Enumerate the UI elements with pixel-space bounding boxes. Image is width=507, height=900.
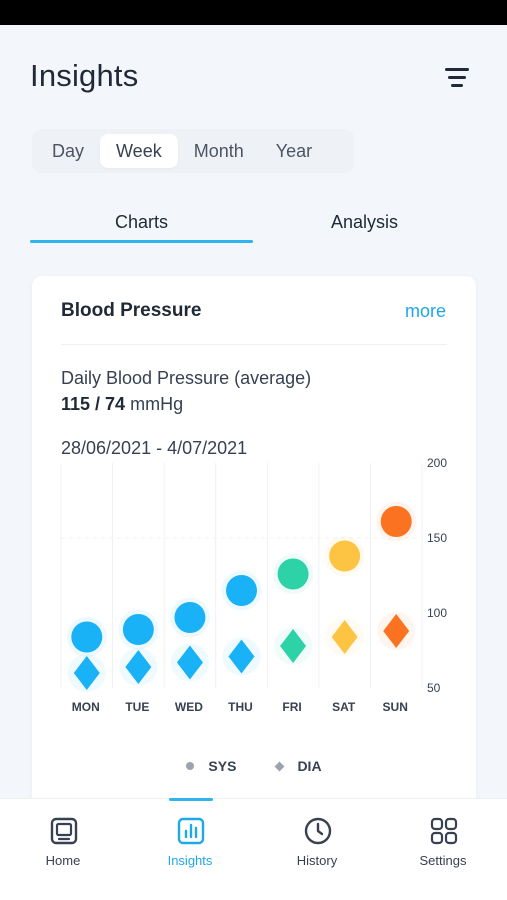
sys-point <box>226 575 257 606</box>
sys-point <box>329 540 361 572</box>
x-tick-label: WED <box>175 700 203 714</box>
legend-label-dia: DIA <box>297 758 322 774</box>
date-range: 28/06/2021 - 4/07/2021 <box>61 438 248 458</box>
period-day[interactable]: Day <box>52 141 85 161</box>
x-tick-label: THU <box>228 700 253 714</box>
filter-button[interactable] <box>440 64 474 92</box>
x-tick-label: FRI <box>282 700 301 714</box>
sys-point <box>277 558 309 590</box>
period-week[interactable]: Week <box>100 134 178 168</box>
dia-point <box>176 645 203 680</box>
blood-pressure-chart: 50 100 150 200 MON TUE WED THU FRI SAT SUN <box>60 456 447 714</box>
period-selector: Day Week Month Year <box>32 129 354 173</box>
nav-settings[interactable]: Settings <box>398 799 488 900</box>
dia-point <box>331 620 358 654</box>
sys-point <box>71 621 103 653</box>
period-year[interactable]: Year <box>275 141 313 161</box>
nav-label-insights: Insights <box>167 853 213 868</box>
view-tabs: Charts Analysis <box>30 212 477 246</box>
card-divider <box>61 344 447 345</box>
dia-point <box>228 639 255 674</box>
x-tick-label: TUE <box>125 700 149 714</box>
grid-icon <box>430 817 458 845</box>
reading-value: 115 / 74 <box>61 394 126 414</box>
nav-label-settings: Settings <box>419 853 467 868</box>
page-title: Insights <box>30 58 139 93</box>
y-tick-label: 150 <box>427 531 447 545</box>
x-tick-label: SUN <box>383 700 408 714</box>
reading-unit: mmHg <box>130 394 184 414</box>
nav-label-home: Home <box>45 853 81 868</box>
daily-average-label: Daily Blood Pressure (average) <box>61 368 312 388</box>
tab-charts[interactable]: Charts <box>114 212 168 232</box>
bottom-nav: Home Insights History Settings <box>0 798 507 900</box>
nav-history[interactable]: History <box>272 799 362 900</box>
y-tick-label: 100 <box>427 606 447 620</box>
nav-label-history: History <box>296 853 338 868</box>
x-tick-label: MON <box>72 700 100 714</box>
legend-item-dia: DIA <box>274 758 322 774</box>
monitor-icon <box>50 817 78 845</box>
more-link[interactable]: more <box>404 301 446 321</box>
chart-legend: SYS DIA <box>32 758 476 774</box>
nav-insights[interactable]: Insights <box>145 799 235 900</box>
clock-icon <box>304 817 332 845</box>
status-bar <box>0 0 507 25</box>
active-tab-indicator <box>30 240 253 243</box>
legend-item-sys: SYS <box>186 758 236 774</box>
card-title: Blood Pressure <box>61 300 202 321</box>
average-reading: 115 / 74 mmHg <box>61 394 183 415</box>
blood-pressure-card: Blood Pressure more Daily Blood Pressure… <box>32 276 476 836</box>
x-tick-label: SAT <box>332 700 356 714</box>
circle-marker-icon <box>186 762 195 770</box>
nav-home[interactable]: Home <box>18 799 108 900</box>
period-month[interactable]: Month <box>193 141 244 161</box>
y-tick-label: 50 <box>427 681 441 695</box>
y-tick-label: 200 <box>427 456 447 470</box>
sys-point <box>380 506 412 537</box>
dia-point <box>383 614 410 648</box>
sys-point <box>122 614 154 645</box>
sys-point <box>174 602 206 633</box>
diamond-marker-icon <box>274 761 285 771</box>
dia-point <box>73 656 100 690</box>
bar-chart-icon <box>177 817 205 845</box>
dia-point <box>125 650 152 684</box>
dia-point <box>280 629 307 663</box>
tab-analysis[interactable]: Analysis <box>330 212 399 232</box>
legend-label-sys: SYS <box>208 758 237 774</box>
nav-active-indicator <box>169 798 213 801</box>
